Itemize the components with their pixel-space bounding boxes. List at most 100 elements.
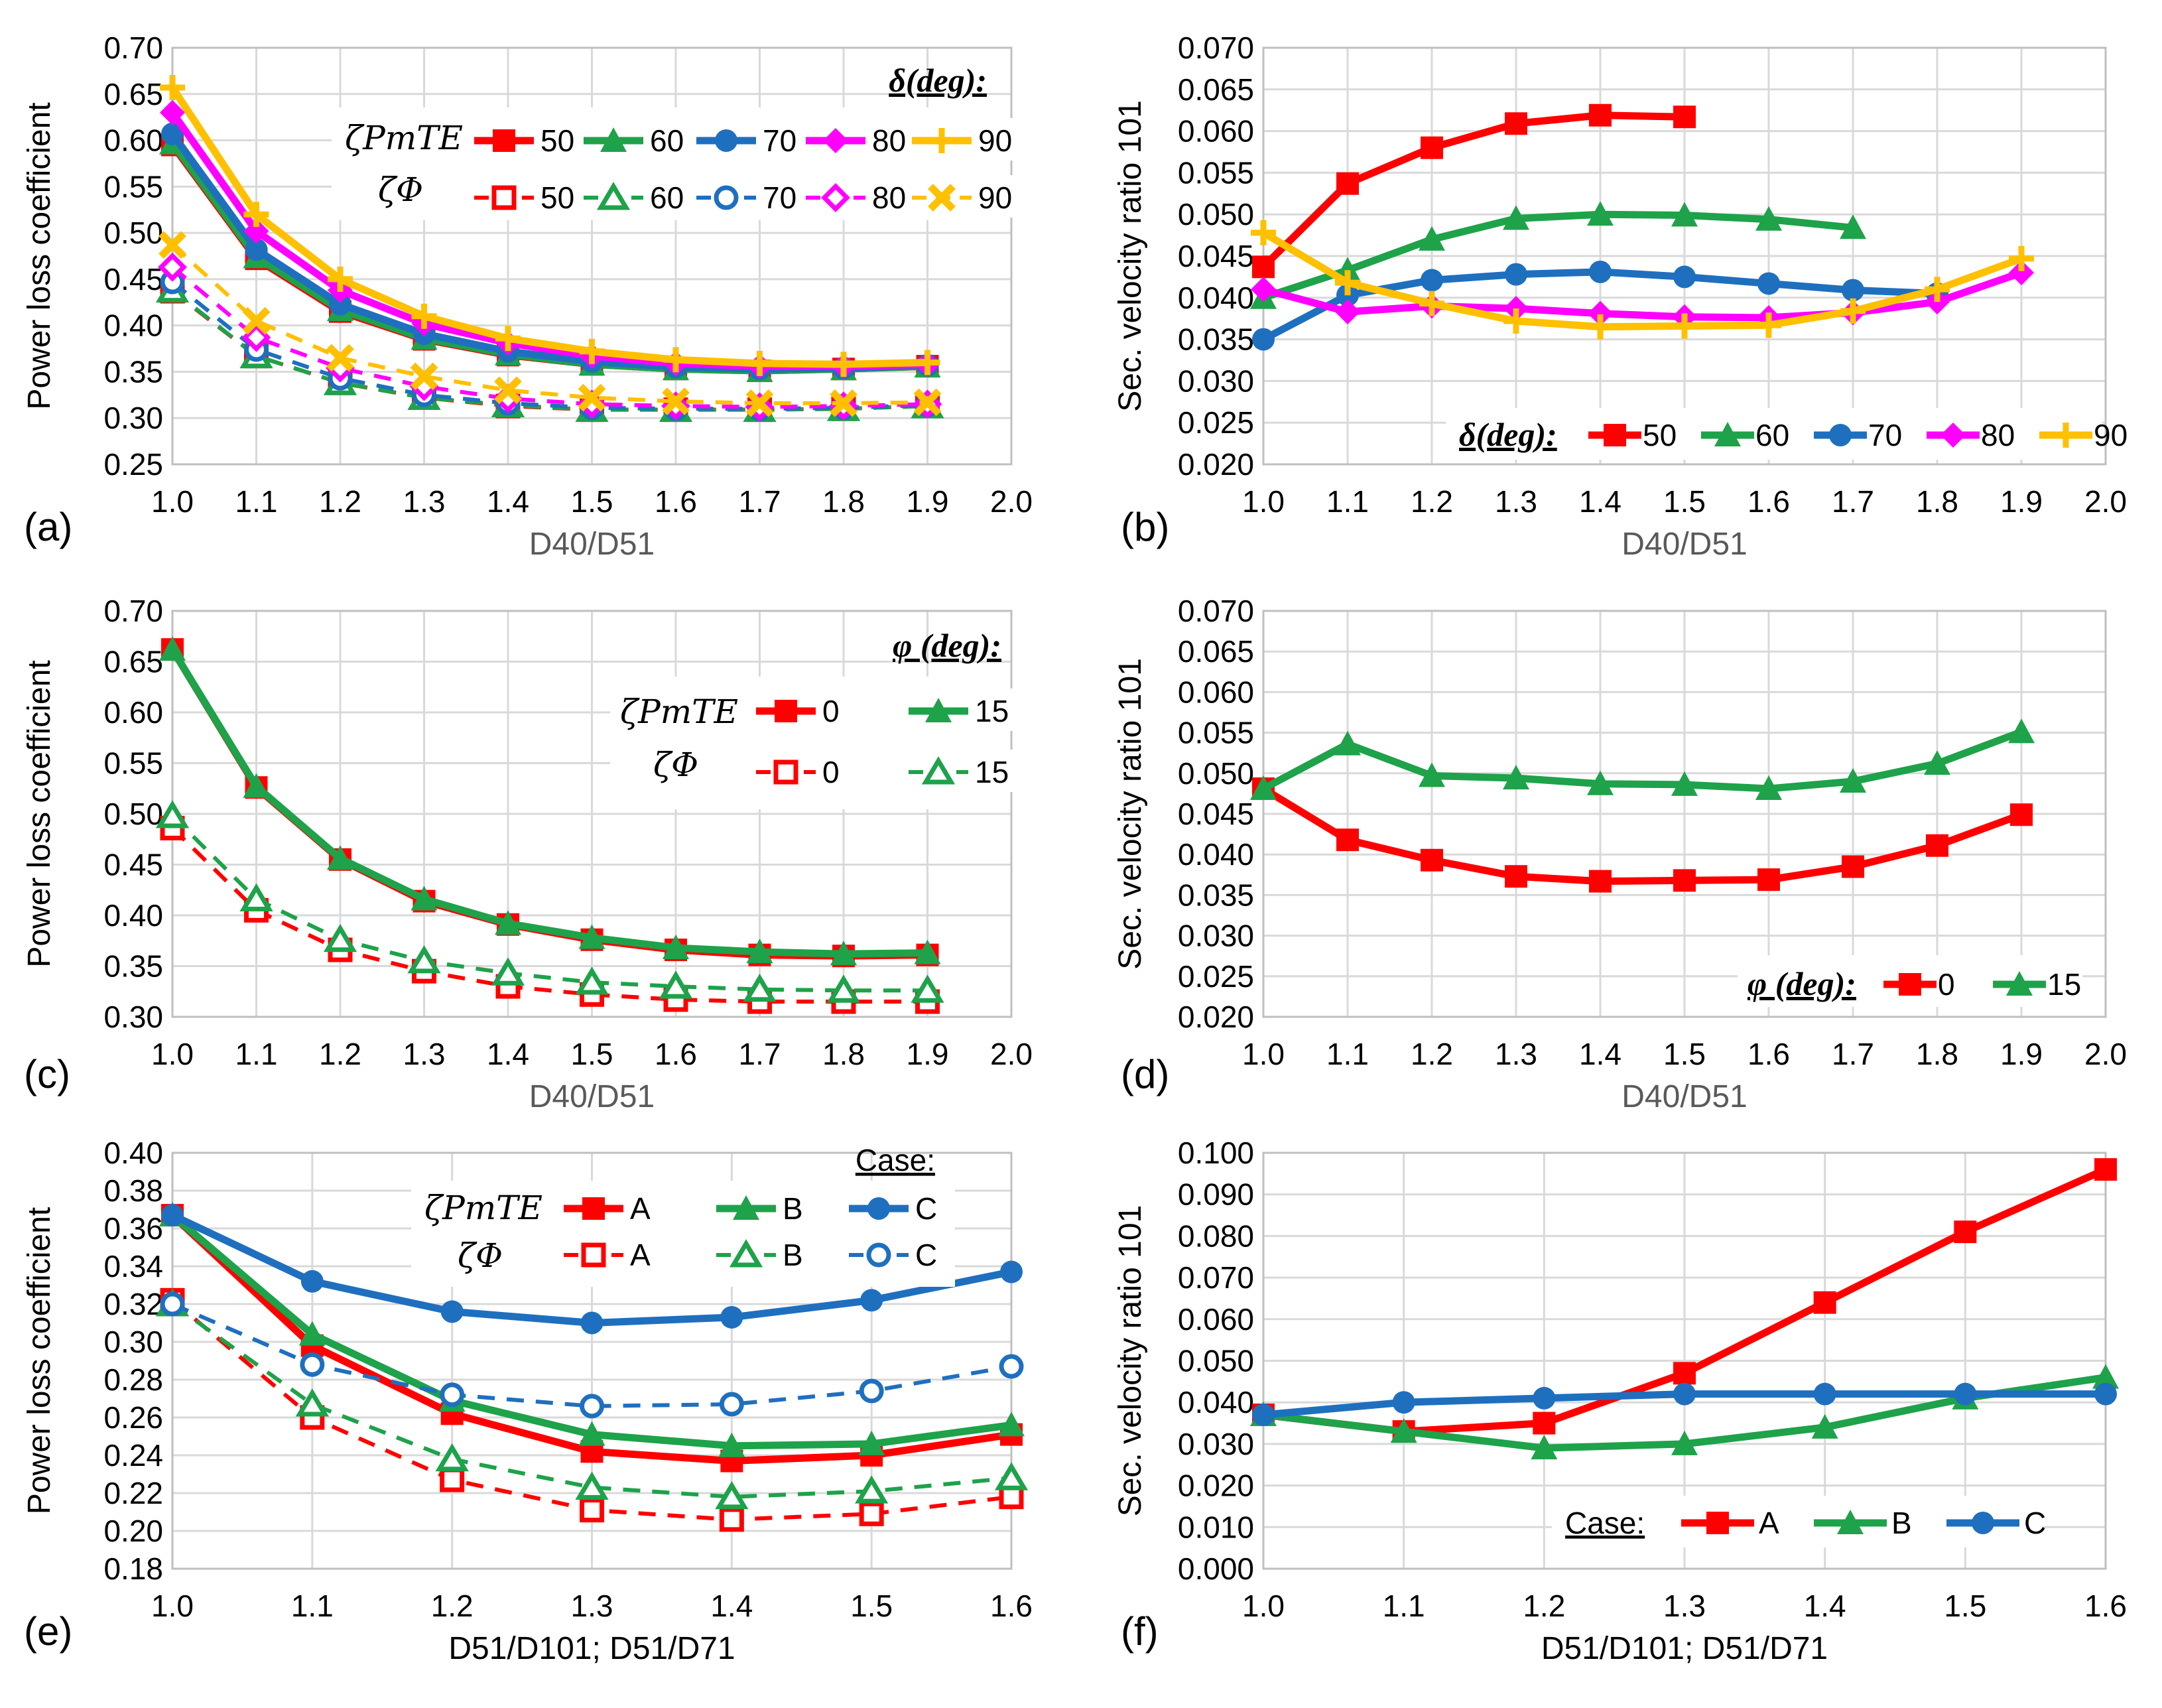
panel-c: 0.30 0.35 0.40 0.45 0.50 0.55 0.60 0.65 0.70 1.0 1…	[22, 594, 1033, 1114]
legend-item-phi-15: 15	[902, 750, 1015, 792]
panel-label: (b)	[1121, 505, 1169, 549]
y-tick-label: 0.45	[103, 262, 163, 296]
y-tick-label: 0.070	[1178, 1260, 1254, 1295]
y-tick-label: 0.065	[1178, 634, 1254, 669]
data-point	[1421, 269, 1443, 292]
y-tick-label: 0.100	[1178, 1136, 1254, 1170]
data-point	[1390, 1418, 1417, 1443]
data-point	[410, 362, 438, 391]
data-point	[1673, 1362, 1696, 1385]
legend-item-pmte-15: 15	[902, 689, 1015, 731]
legend-marker	[821, 183, 850, 212]
legend-item-15: 15	[1993, 967, 2081, 1002]
data-point	[243, 773, 270, 798]
y-tick-label: 0.030	[1178, 1427, 1254, 1461]
x-axis-label: D40/D51	[529, 1079, 655, 1114]
legend-label: B	[783, 1238, 803, 1272]
data-point	[411, 886, 438, 911]
data-point	[158, 252, 187, 282]
x-tick-label: 1.4	[1579, 1037, 1621, 1071]
data-point	[160, 75, 185, 101]
data-point	[1419, 291, 1444, 316]
data-point	[2010, 803, 2033, 826]
x-tick-label: 1.4	[710, 1589, 753, 1623]
legend-item-pmte-0: 0	[749, 689, 862, 731]
y-tick-label: 0.090	[1178, 1177, 1254, 1212]
series-line	[170, 243, 928, 405]
x-tick-label: 1.5	[1663, 484, 1706, 519]
zeta-pmte-label: ζPmTE	[620, 692, 738, 731]
data-point	[1336, 828, 1359, 852]
data-point	[1587, 770, 1614, 795]
series-line	[1262, 210, 1854, 302]
x-tick-label: 1.3	[1495, 484, 1537, 519]
x-tick-label: 1.4	[1804, 1589, 1846, 1623]
legend-marker	[1899, 973, 1921, 996]
data-point	[1757, 272, 1780, 295]
legend-label: 50	[540, 123, 574, 158]
data-point	[300, 1352, 325, 1377]
legend-title: δ(deg):	[1459, 416, 1557, 453]
data-point	[1673, 265, 1696, 289]
legend-item-phi-60: 60	[577, 175, 690, 218]
y-tick-label: 0.65	[103, 645, 163, 679]
data-point	[242, 306, 271, 335]
x-tick-label: 1.1	[235, 1037, 278, 1071]
data-point	[663, 934, 689, 959]
legend-label: C	[915, 1238, 937, 1272]
legend-label: 0	[822, 755, 840, 789]
legend-item-pmte-B: B	[710, 1186, 822, 1228]
data-point	[494, 376, 522, 405]
legend-e: Case: ζPmTE ζΦ AA BB CC	[411, 1143, 955, 1287]
legend-item-phi-90: 90	[905, 175, 1018, 218]
series-phi-C	[160, 1291, 1024, 1419]
legend-f: Case: A B C	[1552, 1496, 2046, 1547]
legend-item-0: 0	[1883, 967, 1955, 1002]
data-point	[1755, 206, 1782, 231]
data-point	[1811, 1413, 1838, 1439]
legend-label: 70	[763, 180, 796, 215]
data-point	[2094, 1382, 2117, 1406]
series-pmte-90	[160, 75, 940, 377]
x-tick-label: 1.0	[1242, 1589, 1285, 1623]
x-tick-label: 1.5	[571, 484, 613, 519]
x-tick-label: 1.9	[2000, 1037, 2043, 1071]
data-point	[858, 1430, 885, 1455]
data-point	[913, 388, 942, 417]
y-axis-label: Power loss coefficient	[22, 660, 57, 967]
x-tick-label: 1.9	[907, 484, 949, 519]
y-tick-label: 0.20	[103, 1514, 163, 1548]
legend-item-60: 60	[1701, 418, 1789, 452]
data-point	[1251, 277, 1276, 302]
legend-title: Case:	[856, 1143, 935, 1177]
data-point	[159, 231, 186, 259]
y-tick-label: 0.025	[1178, 959, 1254, 994]
y-tick-label: 0.28	[103, 1362, 163, 1397]
data-point	[911, 974, 944, 1003]
series-line	[169, 85, 928, 368]
data-point	[1531, 1435, 1558, 1460]
series-90	[1251, 220, 2034, 340]
x-tick-label: 1.2	[319, 1037, 361, 1071]
legend-marker	[581, 1242, 606, 1268]
x-tick-label: 1.3	[403, 1037, 446, 1071]
panel-label: (c)	[24, 1052, 70, 1096]
data-point	[1533, 1386, 1556, 1410]
legend-d: φ (deg): 0 15	[1738, 955, 2082, 1007]
legend-bg	[1446, 408, 2102, 460]
legend-marker	[823, 128, 848, 153]
x-tick-label: 2.0	[990, 1037, 1033, 1071]
legend-label: 0	[1938, 967, 1955, 1002]
y-tick-label: 0.000	[1178, 1551, 1254, 1586]
y-tick-label: 0.40	[103, 898, 163, 933]
legend-label: 60	[1755, 418, 1789, 452]
y-tick-label: 0.060	[1178, 114, 1254, 149]
y-tick-label: 0.050	[1178, 197, 1254, 231]
y-tick-label: 0.070	[1178, 31, 1254, 65]
data-point	[326, 344, 354, 372]
legend-marker	[491, 185, 517, 210]
series-C	[1252, 1382, 2117, 1427]
data-point	[1926, 834, 1948, 857]
data-point	[855, 1475, 889, 1504]
